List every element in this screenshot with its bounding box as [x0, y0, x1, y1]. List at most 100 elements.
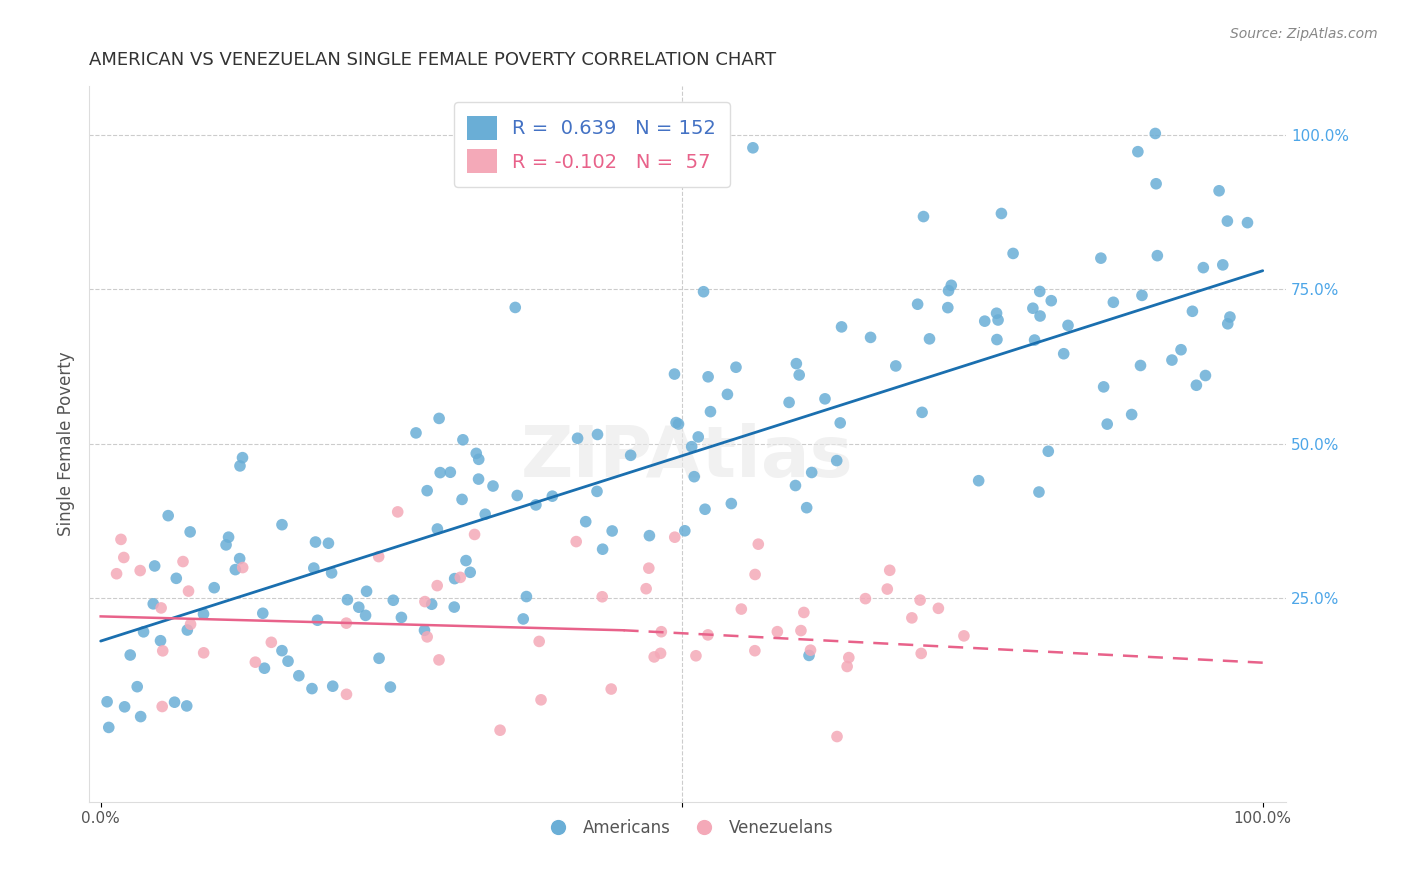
Americans	[1126, 145, 1149, 159]
Venezuelans	[790, 624, 813, 638]
Venezuelans	[650, 624, 672, 639]
Americans	[586, 484, 609, 499]
Americans	[796, 500, 818, 515]
Venezuelans	[367, 549, 389, 564]
Venezuelans	[413, 594, 436, 608]
Americans	[202, 581, 225, 595]
Americans	[416, 483, 439, 498]
Americans	[986, 306, 1008, 320]
Americans	[515, 590, 537, 604]
Venezuelans	[387, 505, 409, 519]
Americans	[129, 709, 152, 723]
Venezuelans	[747, 537, 769, 551]
Americans	[859, 330, 882, 344]
Americans	[912, 210, 935, 224]
Americans	[1185, 378, 1208, 392]
Legend: Americans, Venezuelans: Americans, Venezuelans	[534, 812, 841, 843]
Venezuelans	[793, 606, 815, 620]
Americans	[825, 453, 848, 467]
Americans	[288, 669, 311, 683]
Americans	[143, 558, 166, 573]
Americans	[454, 553, 477, 567]
Americans	[97, 720, 120, 734]
Venezuelans	[685, 648, 707, 663]
Venezuelans	[730, 602, 752, 616]
Americans	[592, 542, 614, 557]
Americans	[228, 551, 250, 566]
Americans	[458, 566, 481, 580]
Americans	[1053, 347, 1076, 361]
Text: ZIPAtlas: ZIPAtlas	[522, 424, 853, 492]
Americans	[620, 448, 643, 462]
Americans	[1192, 260, 1215, 275]
Americans	[785, 357, 807, 371]
Americans	[451, 433, 474, 447]
Venezuelans	[643, 649, 665, 664]
Venezuelans	[953, 629, 976, 643]
Venezuelans	[105, 566, 128, 581]
Americans	[114, 699, 136, 714]
Americans	[1092, 380, 1115, 394]
Americans	[165, 571, 187, 585]
Venezuelans	[696, 628, 718, 642]
Americans	[541, 489, 564, 503]
Americans	[831, 319, 853, 334]
Americans	[193, 607, 215, 621]
Venezuelans	[855, 591, 877, 606]
Venezuelans	[260, 635, 283, 649]
Americans	[277, 654, 299, 668]
Americans	[132, 624, 155, 639]
Venezuelans	[150, 601, 173, 615]
Americans	[665, 416, 688, 430]
Americans	[443, 572, 465, 586]
Americans	[467, 452, 489, 467]
Americans	[668, 417, 690, 431]
Americans	[347, 600, 370, 615]
Americans	[426, 522, 449, 536]
Americans	[1236, 216, 1258, 230]
Venezuelans	[489, 723, 512, 738]
Venezuelans	[180, 617, 202, 632]
Americans	[163, 695, 186, 709]
Americans	[439, 465, 461, 479]
Americans	[785, 478, 807, 492]
Americans	[1057, 318, 1080, 333]
Americans	[688, 430, 710, 444]
Americans	[830, 416, 852, 430]
Americans	[1170, 343, 1192, 357]
Americans	[1022, 301, 1045, 316]
Americans	[389, 610, 412, 624]
Americans	[683, 469, 706, 483]
Venezuelans	[927, 601, 949, 615]
Venezuelans	[637, 561, 659, 575]
Americans	[1216, 214, 1239, 228]
Americans	[575, 515, 598, 529]
Americans	[724, 360, 747, 375]
Y-axis label: Single Female Poverty: Single Female Poverty	[58, 351, 75, 536]
Americans	[987, 313, 1010, 327]
Venezuelans	[901, 611, 924, 625]
Venezuelans	[129, 564, 152, 578]
Americans	[938, 284, 960, 298]
Venezuelans	[664, 530, 686, 544]
Americans	[1129, 359, 1152, 373]
Venezuelans	[636, 582, 658, 596]
Americans	[420, 597, 443, 611]
Venezuelans	[335, 616, 357, 631]
Americans	[918, 332, 941, 346]
Americans	[973, 314, 995, 328]
Americans	[1181, 304, 1204, 318]
Venezuelans	[449, 570, 471, 584]
Americans	[1130, 288, 1153, 302]
Americans	[524, 498, 547, 512]
Americans	[1161, 353, 1184, 368]
Americans	[1216, 317, 1239, 331]
Americans	[429, 466, 451, 480]
Americans	[467, 472, 489, 486]
Americans	[911, 405, 934, 419]
Venezuelans	[416, 630, 439, 644]
Americans	[741, 141, 763, 155]
Americans	[427, 411, 450, 425]
Americans	[271, 643, 294, 657]
Americans	[936, 301, 959, 315]
